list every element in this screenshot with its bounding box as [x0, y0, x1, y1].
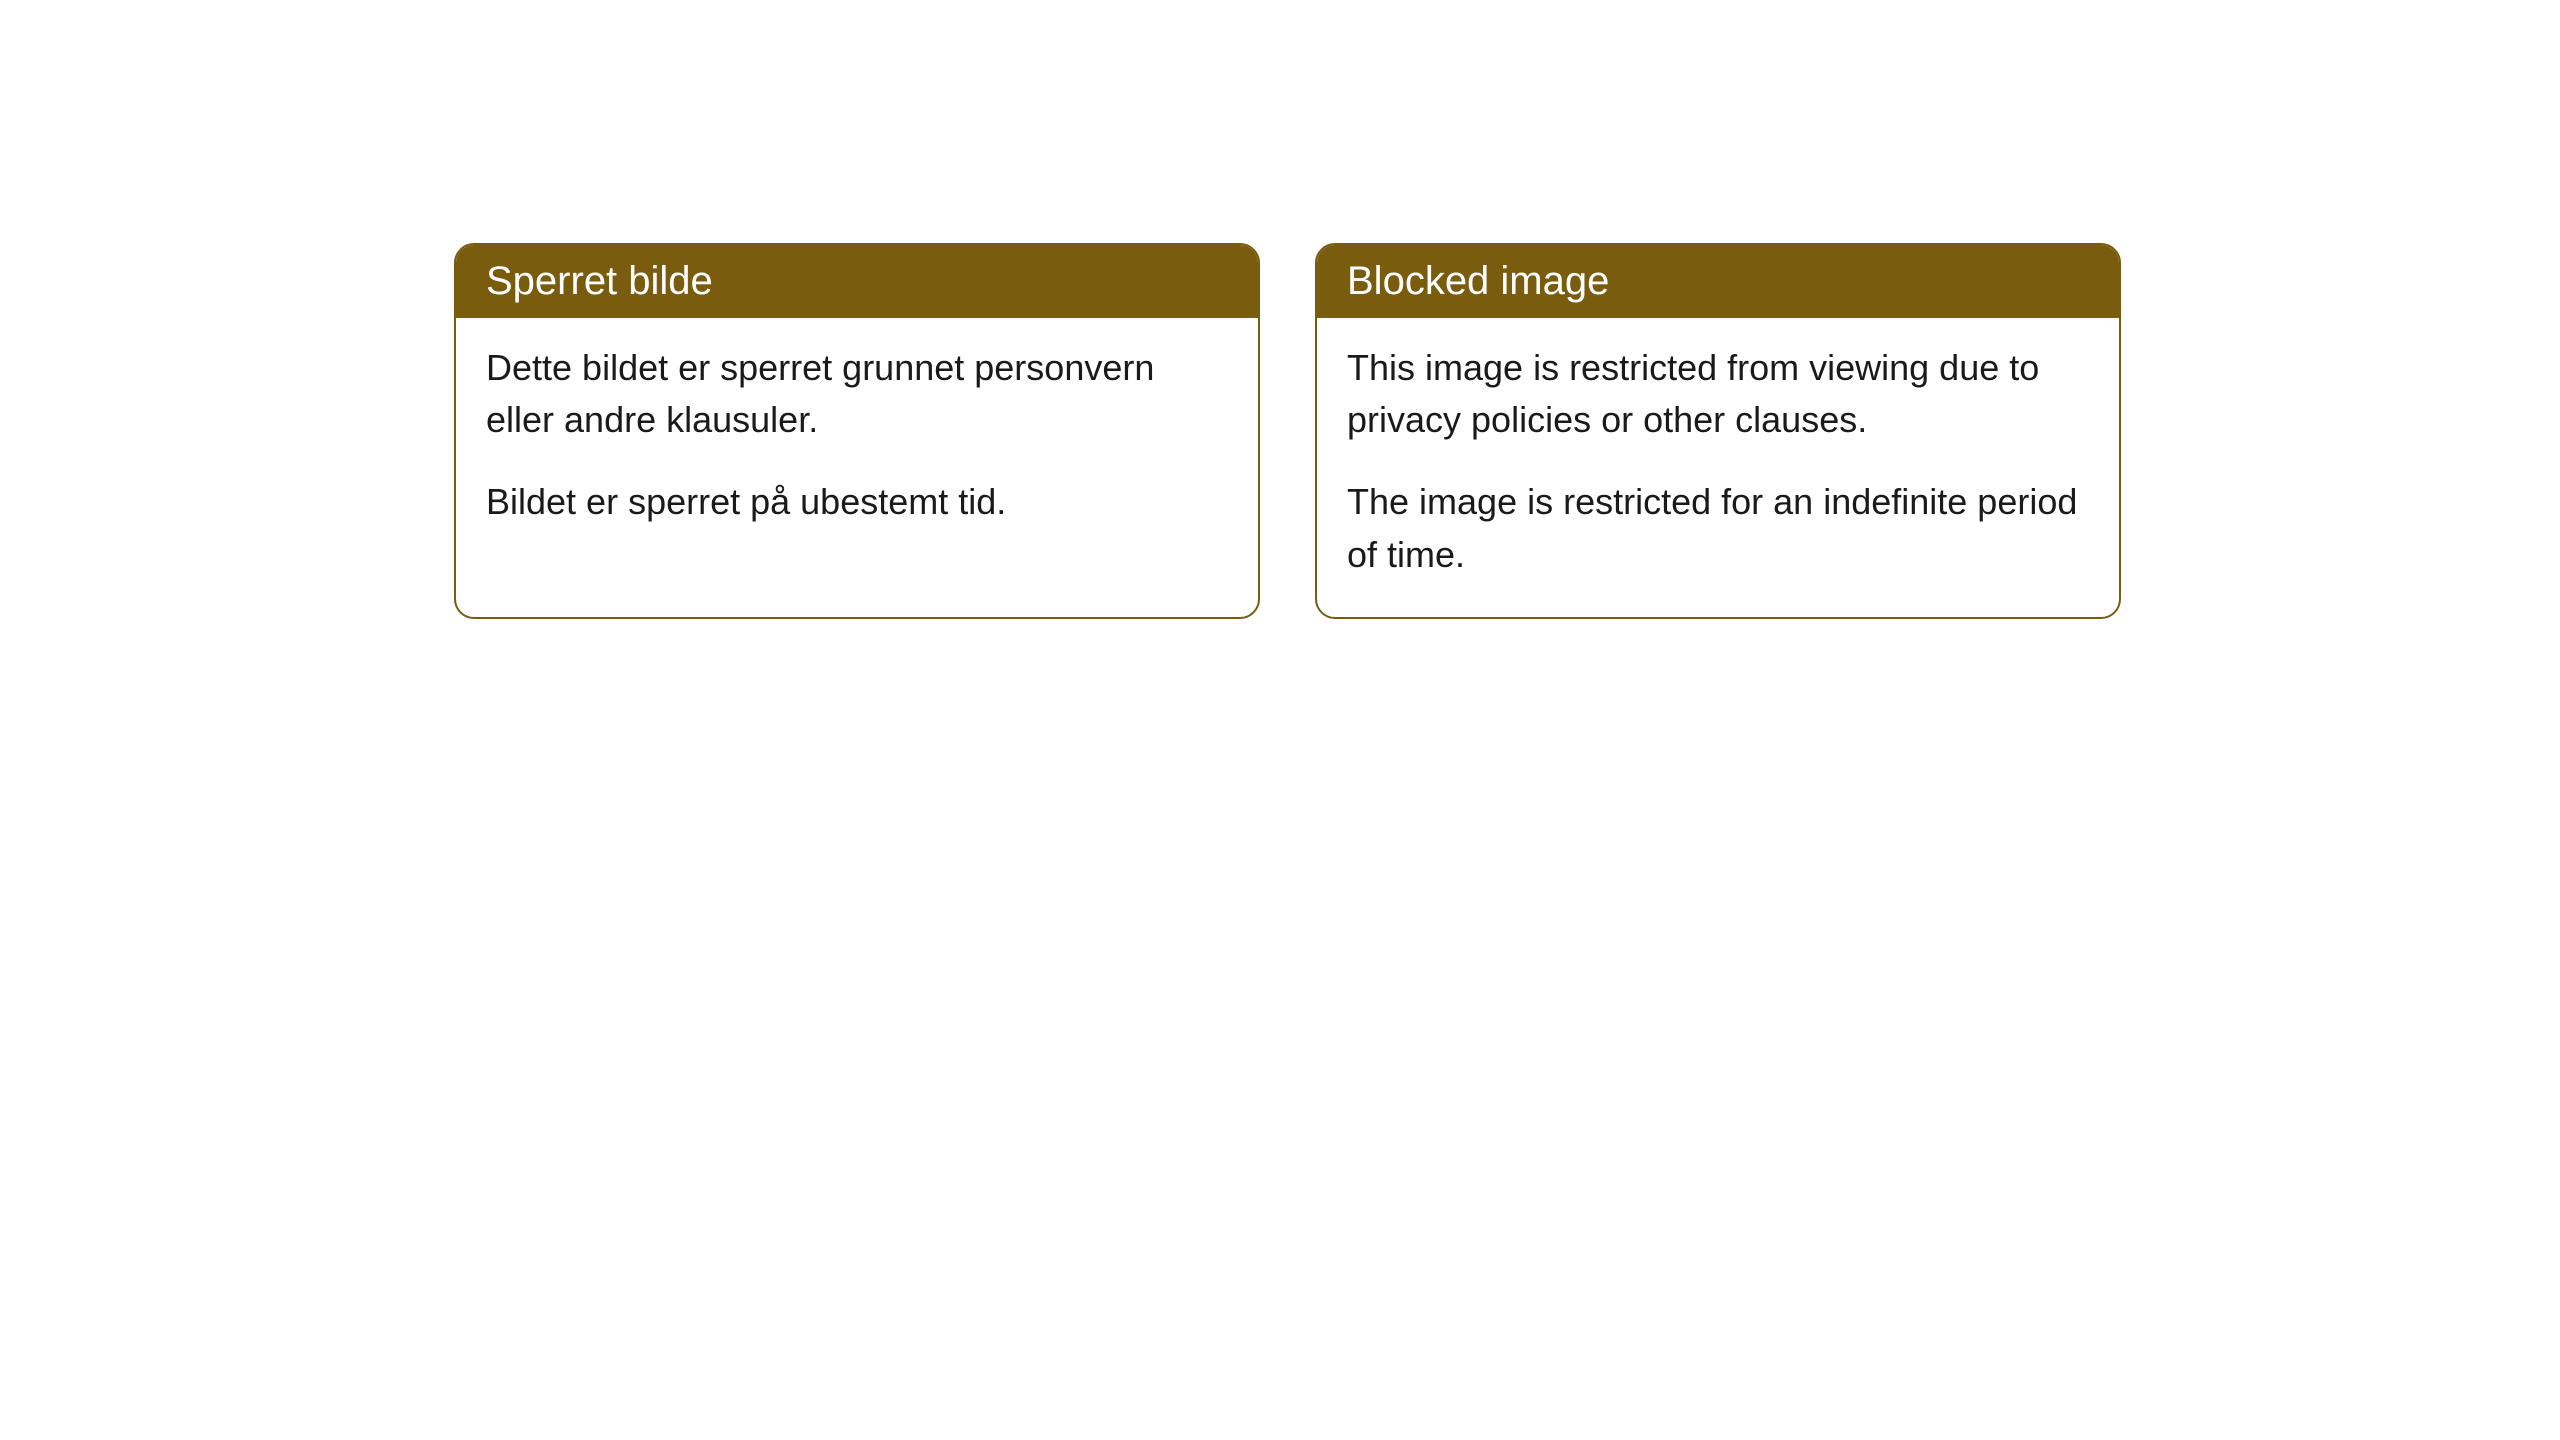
card-paragraph: Dette bildet er sperret grunnet personve… — [486, 342, 1228, 446]
card-header-norwegian: Sperret bilde — [456, 245, 1258, 318]
card-body-norwegian: Dette bildet er sperret grunnet personve… — [456, 318, 1258, 565]
notice-cards-row: Sperret bilde Dette bildet er sperret gr… — [454, 243, 2121, 619]
card-paragraph: The image is restricted for an indefinit… — [1347, 476, 2089, 580]
blocked-image-card-norwegian: Sperret bilde Dette bildet er sperret gr… — [454, 243, 1260, 619]
card-paragraph: Bildet er sperret på ubestemt tid. — [486, 476, 1228, 528]
card-body-english: This image is restricted from viewing du… — [1317, 318, 2119, 617]
card-paragraph: This image is restricted from viewing du… — [1347, 342, 2089, 446]
blocked-image-card-english: Blocked image This image is restricted f… — [1315, 243, 2121, 619]
card-header-english: Blocked image — [1317, 245, 2119, 318]
